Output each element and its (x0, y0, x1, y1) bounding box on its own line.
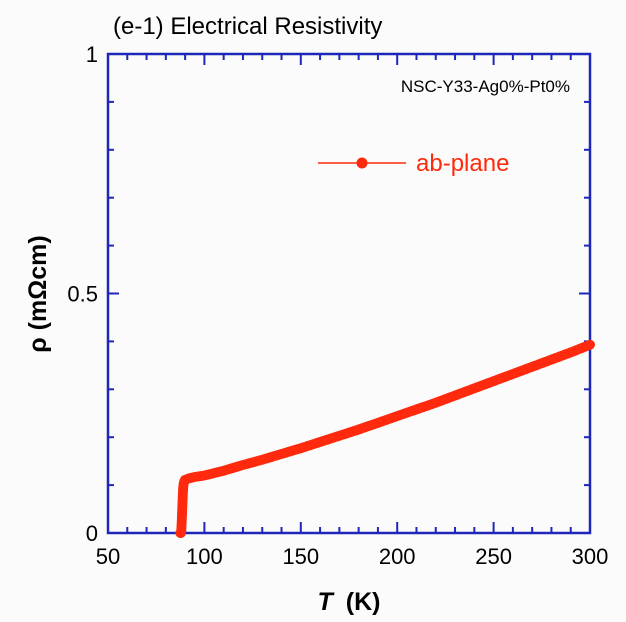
y-tick-label: 0 (86, 521, 98, 546)
y-tick-labels: 00.51 (67, 42, 98, 546)
series-ab-plane (175, 339, 595, 538)
y-axis-label: ρ (mΩcm) (24, 235, 52, 352)
plot-frame (106, 52, 592, 535)
data-point (585, 339, 595, 350)
y-tick-label: 0.5 (67, 282, 98, 307)
y-tick-label: 1 (86, 42, 98, 67)
axis-ticks (107, 53, 591, 534)
x-axis-unit: (K) (346, 588, 381, 616)
x-tick-label: 150 (282, 544, 319, 569)
legend: ab-plane (318, 150, 509, 177)
x-tick-label: 250 (475, 544, 512, 569)
x-tick-label: 50 (96, 544, 120, 569)
sample-label: NSC-Y33-Ag0%-Pt0% (401, 77, 570, 96)
x-tick-label: 100 (186, 544, 223, 569)
x-tick-label: 300 (572, 544, 609, 569)
x-tick-label: 200 (379, 544, 416, 569)
chart-title: (e-1) Electrical Resistivity (113, 13, 382, 40)
x-tick-labels: 50 100 150 200 250 300 (96, 544, 609, 569)
legend-label: ab-plane (416, 150, 509, 177)
legend-marker (356, 157, 368, 169)
x-axis-symbol: T (318, 588, 336, 616)
x-axis-label: T (K) (318, 588, 381, 616)
